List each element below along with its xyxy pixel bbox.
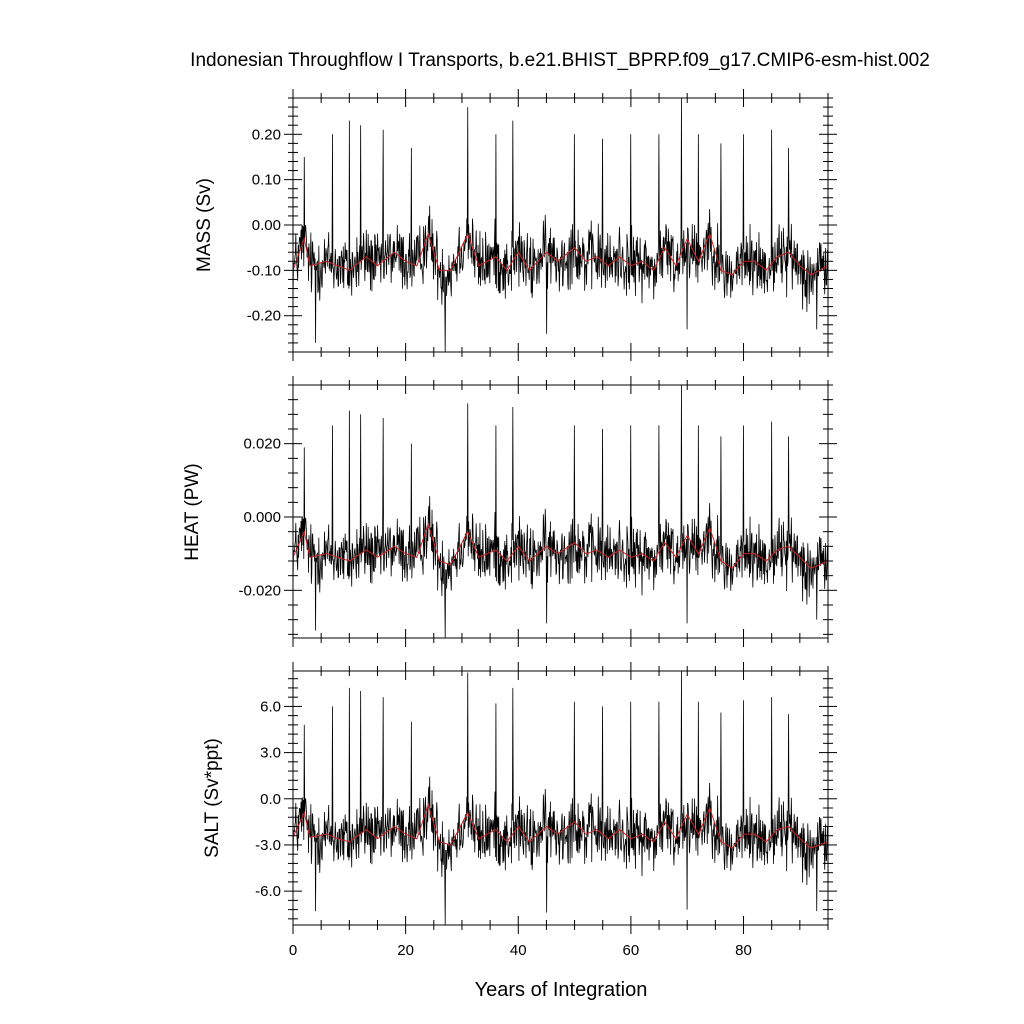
plot-frame <box>292 97 829 353</box>
y-tick-label: 0.00 <box>252 217 281 234</box>
y-tick-label: -0.20 <box>247 308 281 325</box>
panel-mass: 0.20 0.10 0.00 -0.10 -0.20 MASS (Sv) <box>194 89 837 361</box>
y-tick-label: 3.0 <box>260 745 281 762</box>
chart-title: Indonesian Throughflow I Transports, b.e… <box>190 50 930 71</box>
x-tick-label: 60 <box>623 942 640 959</box>
y-tick-label: 0.000 <box>243 509 281 526</box>
panel-heat: 0.020 0.000 -0.020 HEAT (PW) <box>182 376 837 647</box>
salt-ylabel: SALT (Sv*ppt) <box>202 738 223 858</box>
smoothed-series-line <box>292 232 829 276</box>
raw-series-line <box>292 97 829 353</box>
plot-frame <box>292 670 829 926</box>
heat-plot-area: 0.020 0.000 -0.020 <box>238 376 837 647</box>
y-tick-label: -3.0 <box>255 837 281 854</box>
y-tick-label: 0.0 <box>260 791 281 808</box>
mass-plot-area: 0.20 0.10 0.00 -0.10 -0.20 <box>247 89 837 361</box>
x-tick-label: 20 <box>397 942 414 959</box>
y-tick-label: -6.0 <box>255 883 281 900</box>
x-tick-label: 40 <box>510 942 527 959</box>
y-tick-label: -0.020 <box>238 582 281 599</box>
raw-series-line <box>292 670 829 926</box>
salt-plot-area: 6.0 3.0 0.0 -3.0 -6.0 0 20 40 60 80 <box>255 662 837 959</box>
smoothed-series-line <box>292 522 829 570</box>
mass-ylabel: MASS (Sv) <box>194 178 215 272</box>
y-tick-label: 0.020 <box>243 436 281 453</box>
heat-ylabel: HEAT (PW) <box>182 463 203 560</box>
y-tick-label: 0.10 <box>252 172 281 189</box>
x-axis-label: Years of Integration <box>475 979 648 1001</box>
y-tick-label: 6.0 <box>260 698 281 715</box>
raw-series-line <box>292 384 829 639</box>
smoothed-series-line <box>292 803 829 849</box>
y-tick-label: -0.10 <box>247 262 281 279</box>
panel-salt: 6.0 3.0 0.0 -3.0 -6.0 0 20 40 60 80 SALT (Sv*ppt) <box>202 662 837 959</box>
x-tick-label: 0 <box>289 942 297 959</box>
plot-frame <box>292 384 829 639</box>
y-tick-label: 0.20 <box>252 126 281 143</box>
x-tick-label: 80 <box>735 942 752 959</box>
